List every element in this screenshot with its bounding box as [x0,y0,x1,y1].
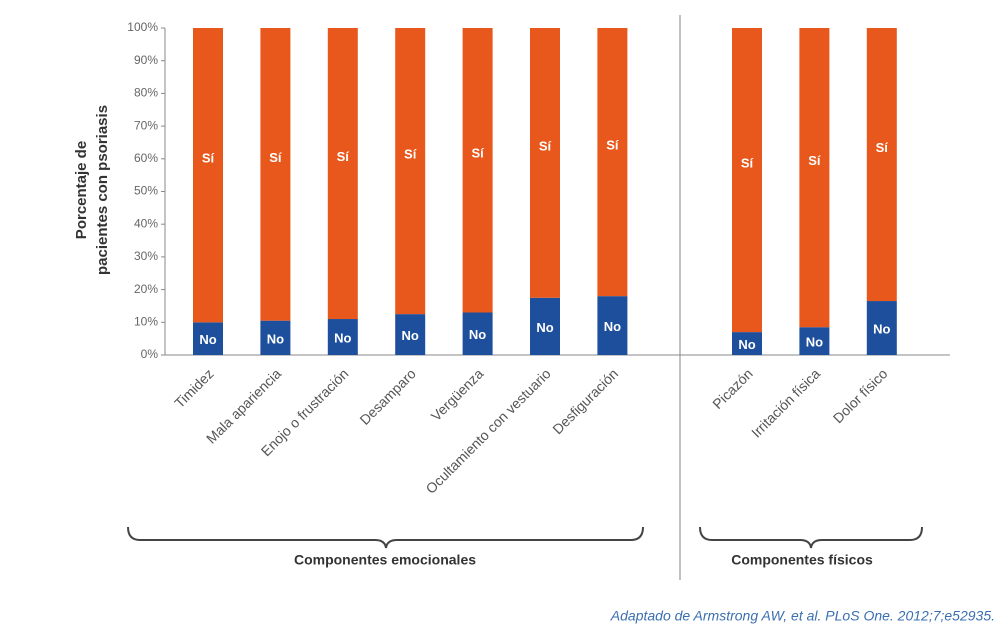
segment-label: Sí [202,151,215,166]
segment-label: Sí [269,150,282,165]
segment-label: No [199,332,216,347]
bar-segment [530,28,560,298]
x-tick-label: Vergüenza [428,365,487,424]
bar-segment [193,28,223,323]
bar-segment [732,332,762,355]
bar-segment [799,327,830,355]
bar-segment [462,312,493,355]
bar-segment [866,28,897,302]
y-tick-label: 60% [134,151,158,165]
segment-label: Sí [404,147,417,162]
y-tick-label: 20% [134,282,158,296]
y-axis-label: pacientes con psoriasis [94,105,111,275]
segment-label: Sí [606,138,619,153]
segment-label: No [604,319,621,334]
x-tick-label: Irritación física [748,365,823,440]
y-axis-label: Porcentaje de [73,141,90,239]
x-tick-label: Picazón [709,365,756,412]
bar-segment [597,296,628,355]
segment-label: Sí [471,146,484,161]
bar-segment [530,297,560,355]
segment-label: Sí [876,140,889,155]
x-tick-label: Desfiguración [549,365,621,437]
y-tick-label: 100% [127,20,158,34]
y-tick-label: 30% [134,249,158,263]
segment-label: No [402,328,419,343]
y-tick-label: 50% [134,184,158,198]
segment-label: No [738,337,755,352]
segment-label: Sí [808,153,821,168]
group-label: Componentes físicos [731,552,873,568]
segment-label: No [536,320,553,335]
bar-segment [732,28,762,333]
bar-segment [193,322,223,355]
x-tick-label: Dolor físico [830,365,891,426]
x-tick-label: Desamparo [356,365,419,428]
x-tick-label: Timidez [171,365,217,411]
segment-label: Sí [741,155,754,170]
y-tick-label: 70% [134,118,158,132]
segment-label: No [267,331,284,346]
segment-label: Sí [337,149,350,164]
group-brace [127,526,644,549]
x-tick-label: Ocultamiento con vestuario [422,365,553,496]
segment-label: Sí [539,138,552,153]
segment-label: No [873,321,890,336]
source-note: Adaptado de Armstrong AW, et al. PLoS On… [610,608,995,624]
bar-segment [597,28,628,297]
bar-segment [327,319,358,355]
bar-segment [395,314,426,355]
segment-label: No [334,330,351,345]
bar-segment [799,28,830,328]
group-label: Componentes emocionales [294,552,476,568]
bar-segment [866,301,897,355]
y-tick-label: 40% [134,216,158,230]
segment-label: No [806,335,823,350]
group-brace [699,526,923,549]
bar-segment [260,28,291,321]
bar-segment [327,28,358,320]
segment-label: No [469,327,486,342]
y-tick-label: 80% [134,86,158,100]
bar-segment [260,320,291,355]
y-tick-label: 10% [134,314,158,328]
bar-segment [462,28,493,313]
y-tick-label: 90% [134,53,158,67]
y-tick-label: 0% [141,347,159,361]
bar-segment [395,28,426,315]
